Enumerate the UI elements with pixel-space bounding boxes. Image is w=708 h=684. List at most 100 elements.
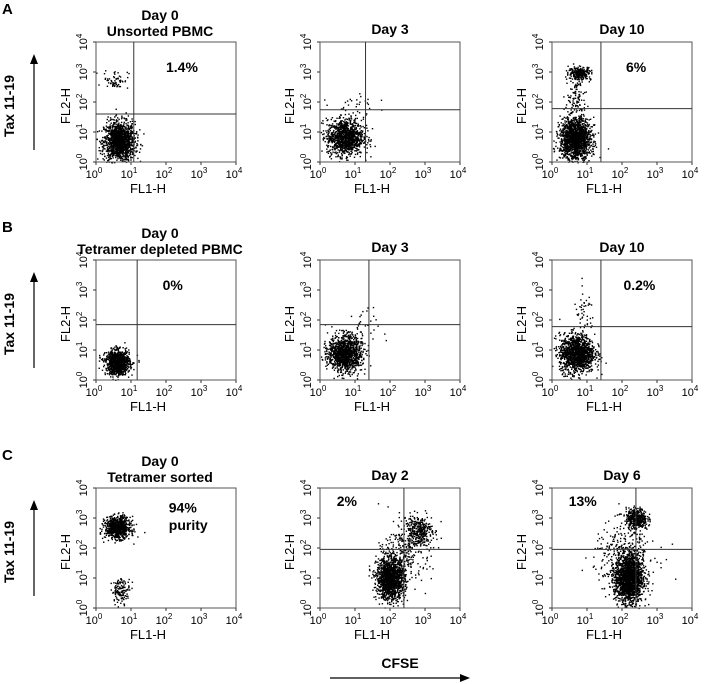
data-point [356,145,358,147]
data-point [118,143,120,146]
data-point [568,128,571,130]
data-point [112,154,114,157]
data-point [357,135,359,138]
data-point [567,157,570,160]
data-point [576,71,578,73]
data-point [342,128,344,130]
data-point [575,141,577,144]
data-point [584,152,587,154]
data-point [573,132,576,134]
data-point [131,143,133,145]
data-point [118,126,120,128]
data-point [129,137,131,140]
data-point [331,142,333,144]
data-point [585,91,587,93]
data-point [582,150,584,153]
data-point [113,83,115,85]
data-point [346,156,348,158]
data-point [578,94,580,96]
data-point [593,153,595,156]
data-point [564,152,566,154]
data-point [589,135,591,138]
scatter-points [98,342,140,381]
data-point [355,138,357,140]
data-point [574,124,576,127]
data-point [570,124,573,126]
data-point [127,367,129,370]
data-point [108,359,110,361]
data-point [565,142,567,144]
data-point [337,146,340,148]
data-point [573,151,575,153]
data-point [126,135,128,138]
data-point [356,103,358,105]
data-point [587,152,589,154]
data-point [118,128,120,130]
data-point [336,141,338,144]
data-point [368,107,371,110]
data-point [570,136,572,138]
data-point [122,125,124,127]
data-point [333,147,335,150]
data-point [580,147,583,150]
data-point [329,137,331,139]
data-point [119,159,122,161]
data-point [350,115,352,117]
data-point [331,125,333,127]
data-point [573,154,576,157]
data-point [580,70,582,73]
data-point [126,71,128,74]
data-point [367,103,370,106]
data-point [130,157,132,159]
data-point [567,146,569,149]
data-point [577,66,579,69]
data-point [582,77,584,79]
data-point [355,142,357,145]
data-point [322,133,324,136]
data-point [345,122,347,125]
data-point [107,78,109,80]
data-point [368,140,370,142]
data-point [327,134,329,136]
data-point [577,96,579,98]
data-point [577,146,580,149]
data-point [352,131,354,133]
data-point [119,155,122,157]
data-point [120,132,122,134]
data-point [577,106,579,108]
data-point [556,132,558,135]
data-point [354,128,357,131]
data-point [105,150,108,152]
data-point [131,118,133,120]
data-point [578,151,581,153]
data-point [350,140,352,142]
data-point [569,114,571,116]
data-point [585,70,587,73]
data-point [346,123,349,125]
data-point [117,350,120,352]
data-point [357,123,359,125]
data-point [350,148,353,150]
data-point [342,145,344,147]
data-point [582,132,584,134]
data-point [357,143,359,146]
data-point [578,70,580,72]
data-point [102,140,105,142]
data-point [112,118,114,121]
data-point [578,126,580,128]
data-point [114,161,116,164]
data-point [351,127,353,129]
data-point [566,138,568,140]
data-point [561,146,564,148]
data-point [594,144,597,147]
data-point [341,157,343,159]
data-point [351,138,354,140]
data-point [572,156,574,159]
data-point [331,137,334,139]
data-point [345,131,348,133]
data-point [564,155,566,158]
data-point [338,117,340,119]
data-point [559,130,561,132]
data-point [573,109,576,111]
data-point [332,139,334,142]
